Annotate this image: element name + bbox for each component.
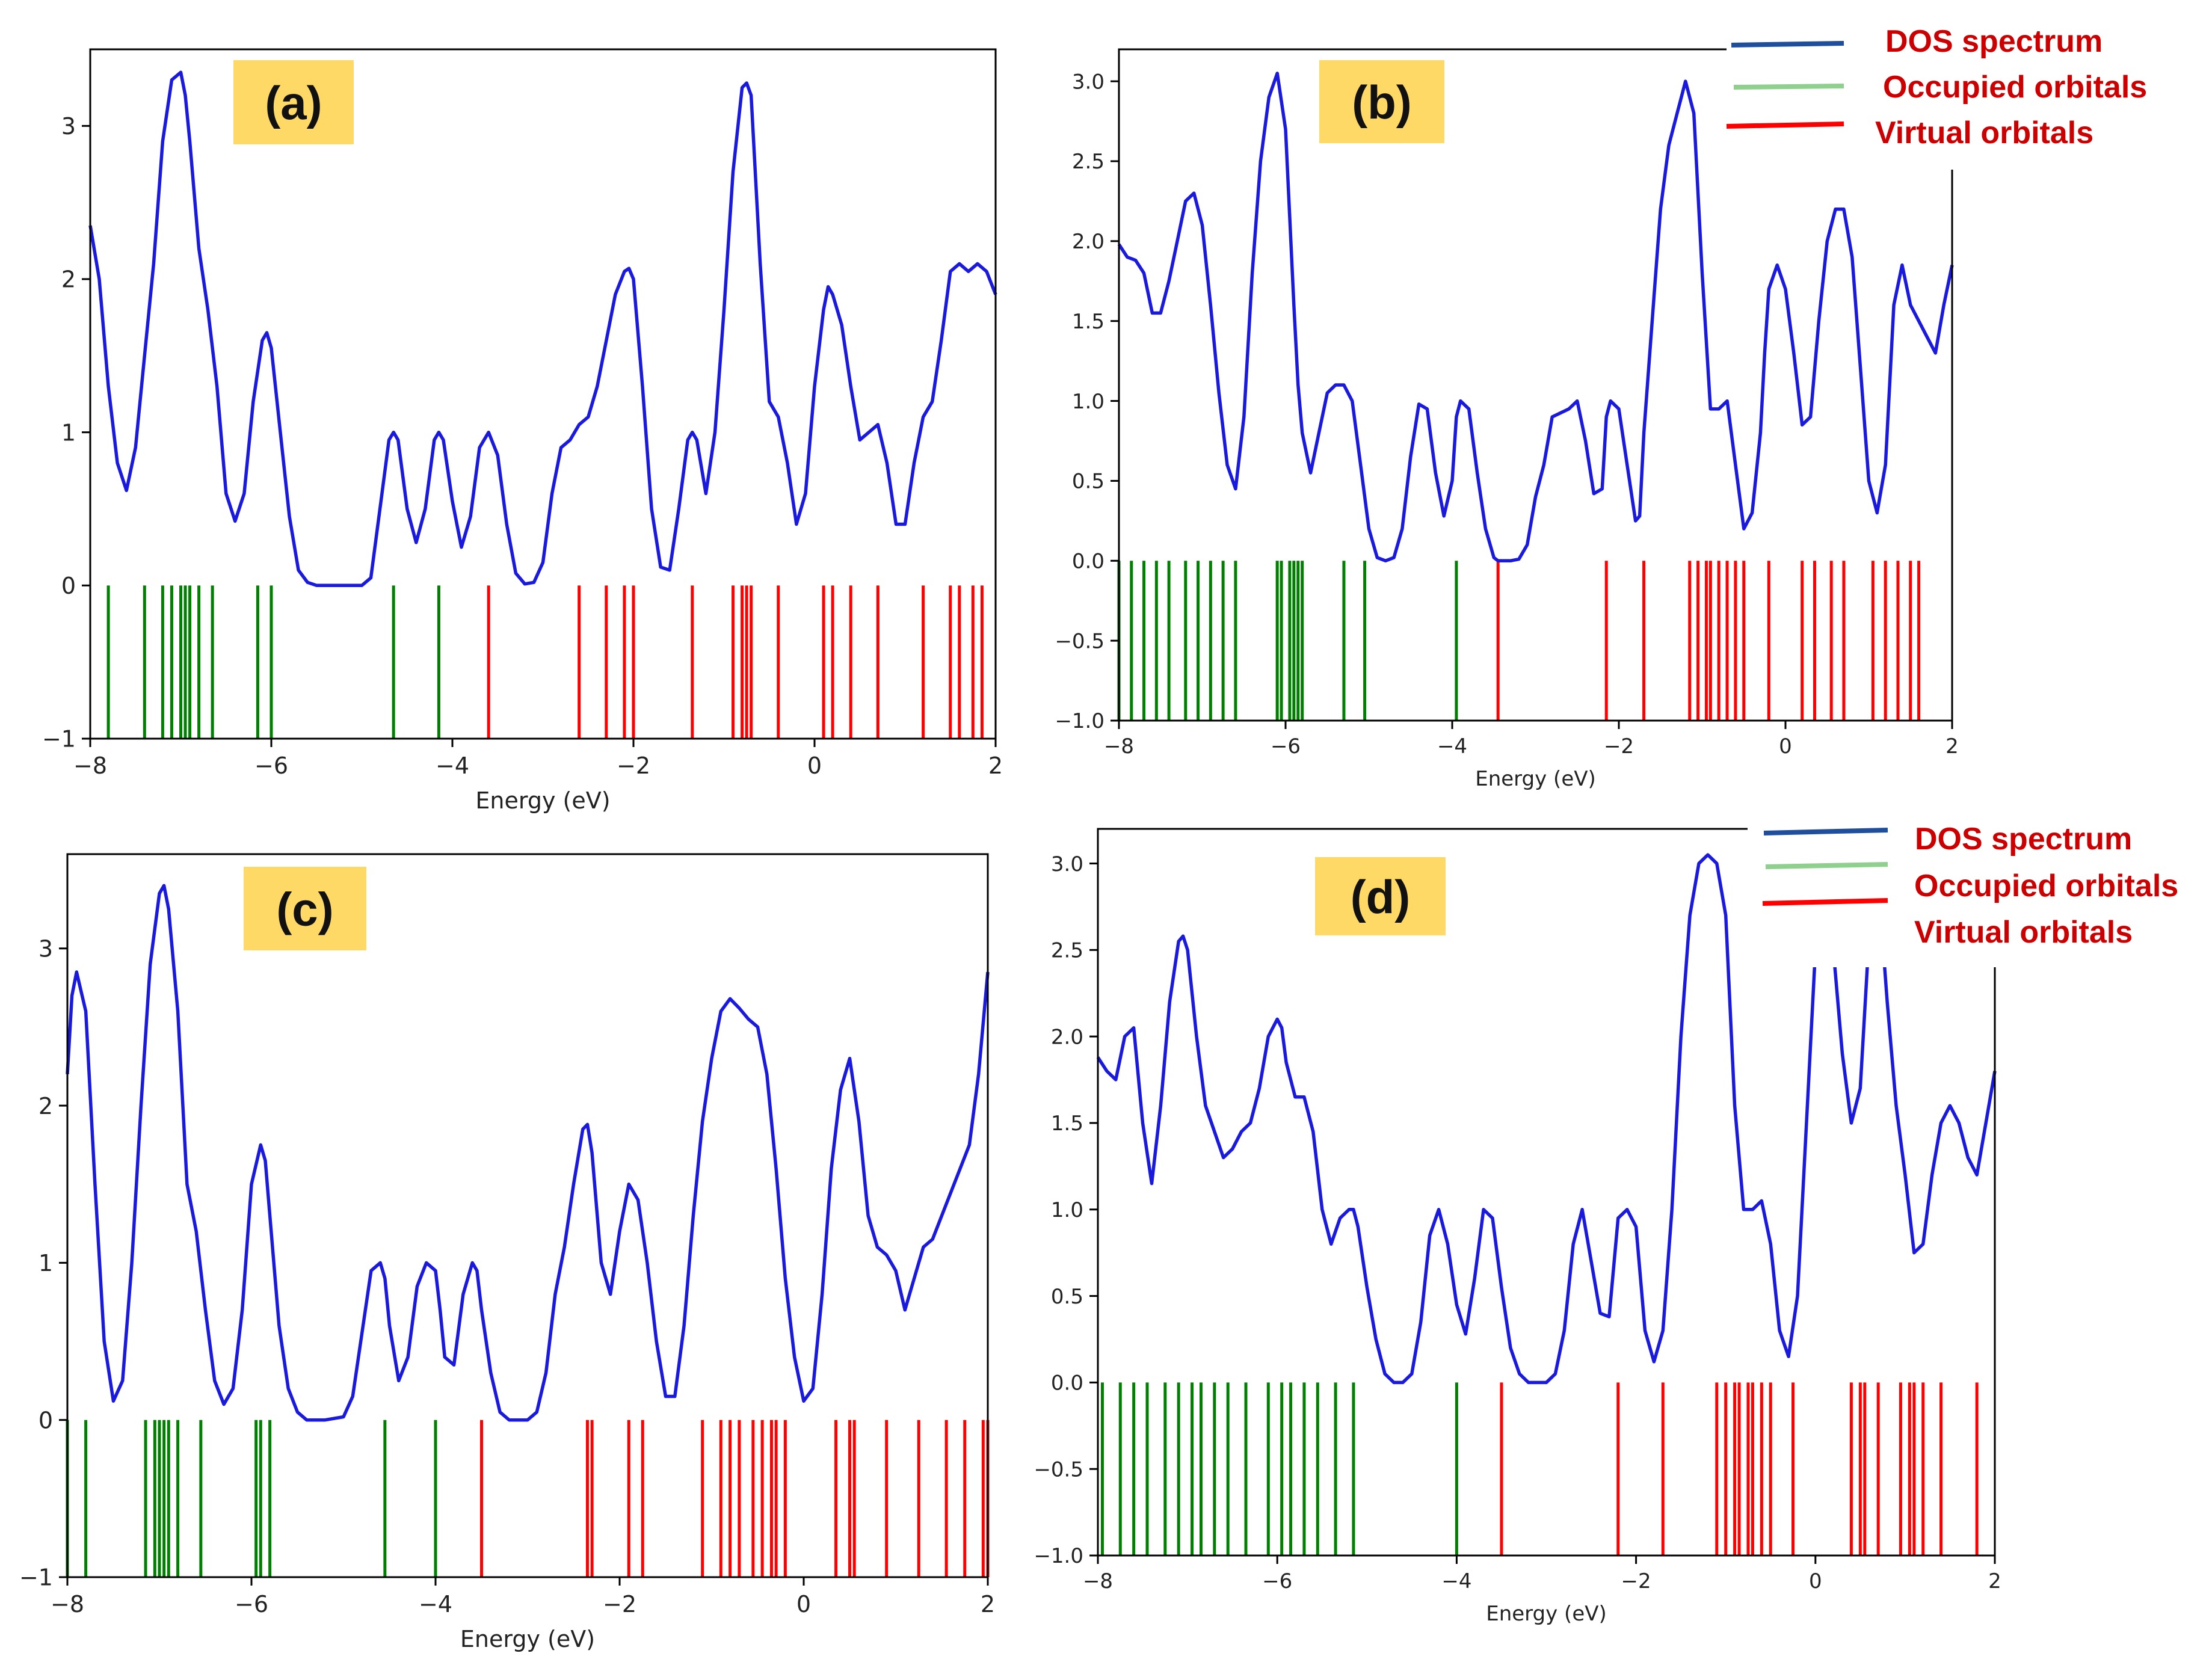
- x-tick-label: 2: [1988, 1569, 2001, 1593]
- y-tick-label: −1: [19, 1565, 53, 1591]
- x-tick-label: −6: [254, 752, 288, 779]
- x-tick-label: −4: [1441, 1569, 1471, 1593]
- legend-occupied-swatch: [1765, 862, 1888, 869]
- y-tick-label: 3.0: [1072, 70, 1104, 94]
- x-tick-label: −6: [1271, 734, 1301, 758]
- panel-c: −8 −6 −4 −2 0 2 −1 0 1 2 3 Energy (eV) (c): [19, 853, 995, 1652]
- dos-curve: [1096, 853, 1997, 1385]
- legend-virtual-label: Virtual orbitals: [1914, 915, 2133, 950]
- y-tick-label: −1.0: [1055, 709, 1104, 733]
- legend-occupied-label: Occupied orbitals: [1914, 869, 2178, 903]
- panel-label: (c): [276, 883, 333, 936]
- x-axis-label: Energy (eV): [460, 1626, 595, 1652]
- x-tick-label: 2: [981, 1591, 995, 1617]
- panel-label-box: [1319, 60, 1444, 143]
- x-tick-label: −4: [1437, 734, 1467, 758]
- axes-frame: [1097, 828, 1996, 1557]
- y-tick-label: −0.5: [1055, 629, 1104, 653]
- x-tick-label: −4: [436, 752, 469, 779]
- legend-top: DOS spectrum Occupied orbitals Virtual o…: [1726, 24, 2190, 170]
- legend-virtual-swatch: [1762, 898, 1888, 906]
- legend-dos-label: DOS spectrum: [1915, 822, 2132, 857]
- y-tick-label: 3.0: [1051, 852, 1083, 876]
- x-tick-label: 0: [1779, 734, 1792, 758]
- panel-label: (b): [1352, 76, 1412, 129]
- x-tick-label: 0: [1809, 1569, 1822, 1593]
- x-tick-label: −8: [1083, 1569, 1113, 1593]
- x-axis-label: Energy (eV): [475, 787, 610, 814]
- x-tick-label: −2: [1621, 1569, 1651, 1593]
- x-tick-label: −8: [1104, 734, 1134, 758]
- panel-d: −8 −6 −4 −2 0 2 −1.0 −0.5 0.0 0.5 1.0 1.5 2.0 2.5 3.0 E…: [1034, 828, 2001, 1626]
- x-tick-label: 2: [988, 752, 1003, 779]
- x-tick-label: −6: [235, 1591, 268, 1617]
- panel-b: −8 −6 −4 −2 0 2 −1.0 −0.5 0.0 0.5 1.0 1.5 2.0 2.5 3.0 E…: [1055, 48, 1959, 791]
- legend-dos-swatch: [1731, 41, 1844, 48]
- x-tick-label: 0: [807, 752, 822, 779]
- y-tick-label: 2: [39, 1093, 53, 1119]
- legend-occupied-label: Occupied orbitals: [1883, 70, 2147, 105]
- y-tick-label: −0.5: [1034, 1457, 1083, 1482]
- x-tick-label: 0: [796, 1591, 811, 1617]
- legend-virtual-label: Virtual orbitals: [1875, 115, 2093, 150]
- y-tick-label: −1: [42, 726, 76, 752]
- y-tick-label: 1.5: [1072, 310, 1104, 334]
- legend-background: [1727, 25, 2190, 170]
- legend-background: [1748, 823, 2212, 967]
- panel-label-box: [1315, 857, 1446, 935]
- legend-dos-swatch: [1763, 828, 1888, 835]
- panel-label: (a): [265, 76, 322, 129]
- y-tick-label: −1.0: [1034, 1544, 1083, 1568]
- dos-curve: [66, 884, 990, 1422]
- x-axis-label: Energy (eV): [1486, 1602, 1607, 1626]
- x-tick-label: −2: [617, 752, 650, 779]
- y-tick-label: 2.5: [1072, 150, 1104, 174]
- y-tick-label: 1.5: [1051, 1112, 1083, 1136]
- axes-frame: [66, 853, 989, 1578]
- y-tick-label: 0.0: [1051, 1371, 1083, 1395]
- y-tick-label: 2.0: [1051, 1025, 1083, 1049]
- y-tick-label: 1.0: [1051, 1198, 1083, 1222]
- legend-occupied-swatch: [1733, 84, 1844, 90]
- y-tick-label: 3: [39, 935, 53, 962]
- panel-label-box: [233, 60, 354, 144]
- x-tick-label: −4: [419, 1591, 452, 1617]
- legend-virtual-swatch: [1726, 122, 1844, 129]
- dos-curve: [88, 70, 997, 588]
- x-tick-label: −6: [1262, 1569, 1292, 1593]
- legend-dos-label: DOS spectrum: [1885, 24, 2103, 59]
- axes-frame: [89, 48, 997, 740]
- panel-label: (d): [1351, 870, 1411, 923]
- y-tick-label: 0: [39, 1407, 53, 1433]
- dos-curve: [1117, 72, 1954, 563]
- x-tick-label: −2: [603, 1591, 636, 1617]
- x-axis-label: Energy (eV): [1475, 767, 1596, 791]
- x-tick-label: −8: [73, 752, 107, 779]
- y-tick-label: 3: [61, 113, 76, 140]
- y-tick-label: 1: [39, 1250, 53, 1276]
- x-tick-label: −2: [1604, 734, 1634, 758]
- y-tick-label: 0.5: [1051, 1285, 1083, 1309]
- panel-label-box: [244, 867, 366, 950]
- x-tick-label: 2: [1946, 734, 1959, 758]
- y-tick-label: 1.0: [1072, 390, 1104, 414]
- legend-bottom: DOS spectrum Occupied orbitals Virtual o…: [1748, 822, 2212, 967]
- y-tick-label: 0.0: [1072, 550, 1104, 574]
- y-tick-label: 2: [61, 266, 76, 293]
- y-tick-label: 1: [61, 419, 76, 446]
- y-tick-label: 0.5: [1072, 470, 1104, 494]
- y-tick-label: 2.0: [1072, 230, 1104, 254]
- x-tick-label: −8: [51, 1591, 84, 1617]
- y-tick-label: 2.5: [1051, 939, 1083, 963]
- panel-a: −8 −6 −4 −2 0 2 −1 0 1 2 3 Energy (eV) (a): [42, 48, 1003, 814]
- axes-frame: [1118, 48, 1953, 722]
- y-tick-label: 0: [61, 573, 76, 599]
